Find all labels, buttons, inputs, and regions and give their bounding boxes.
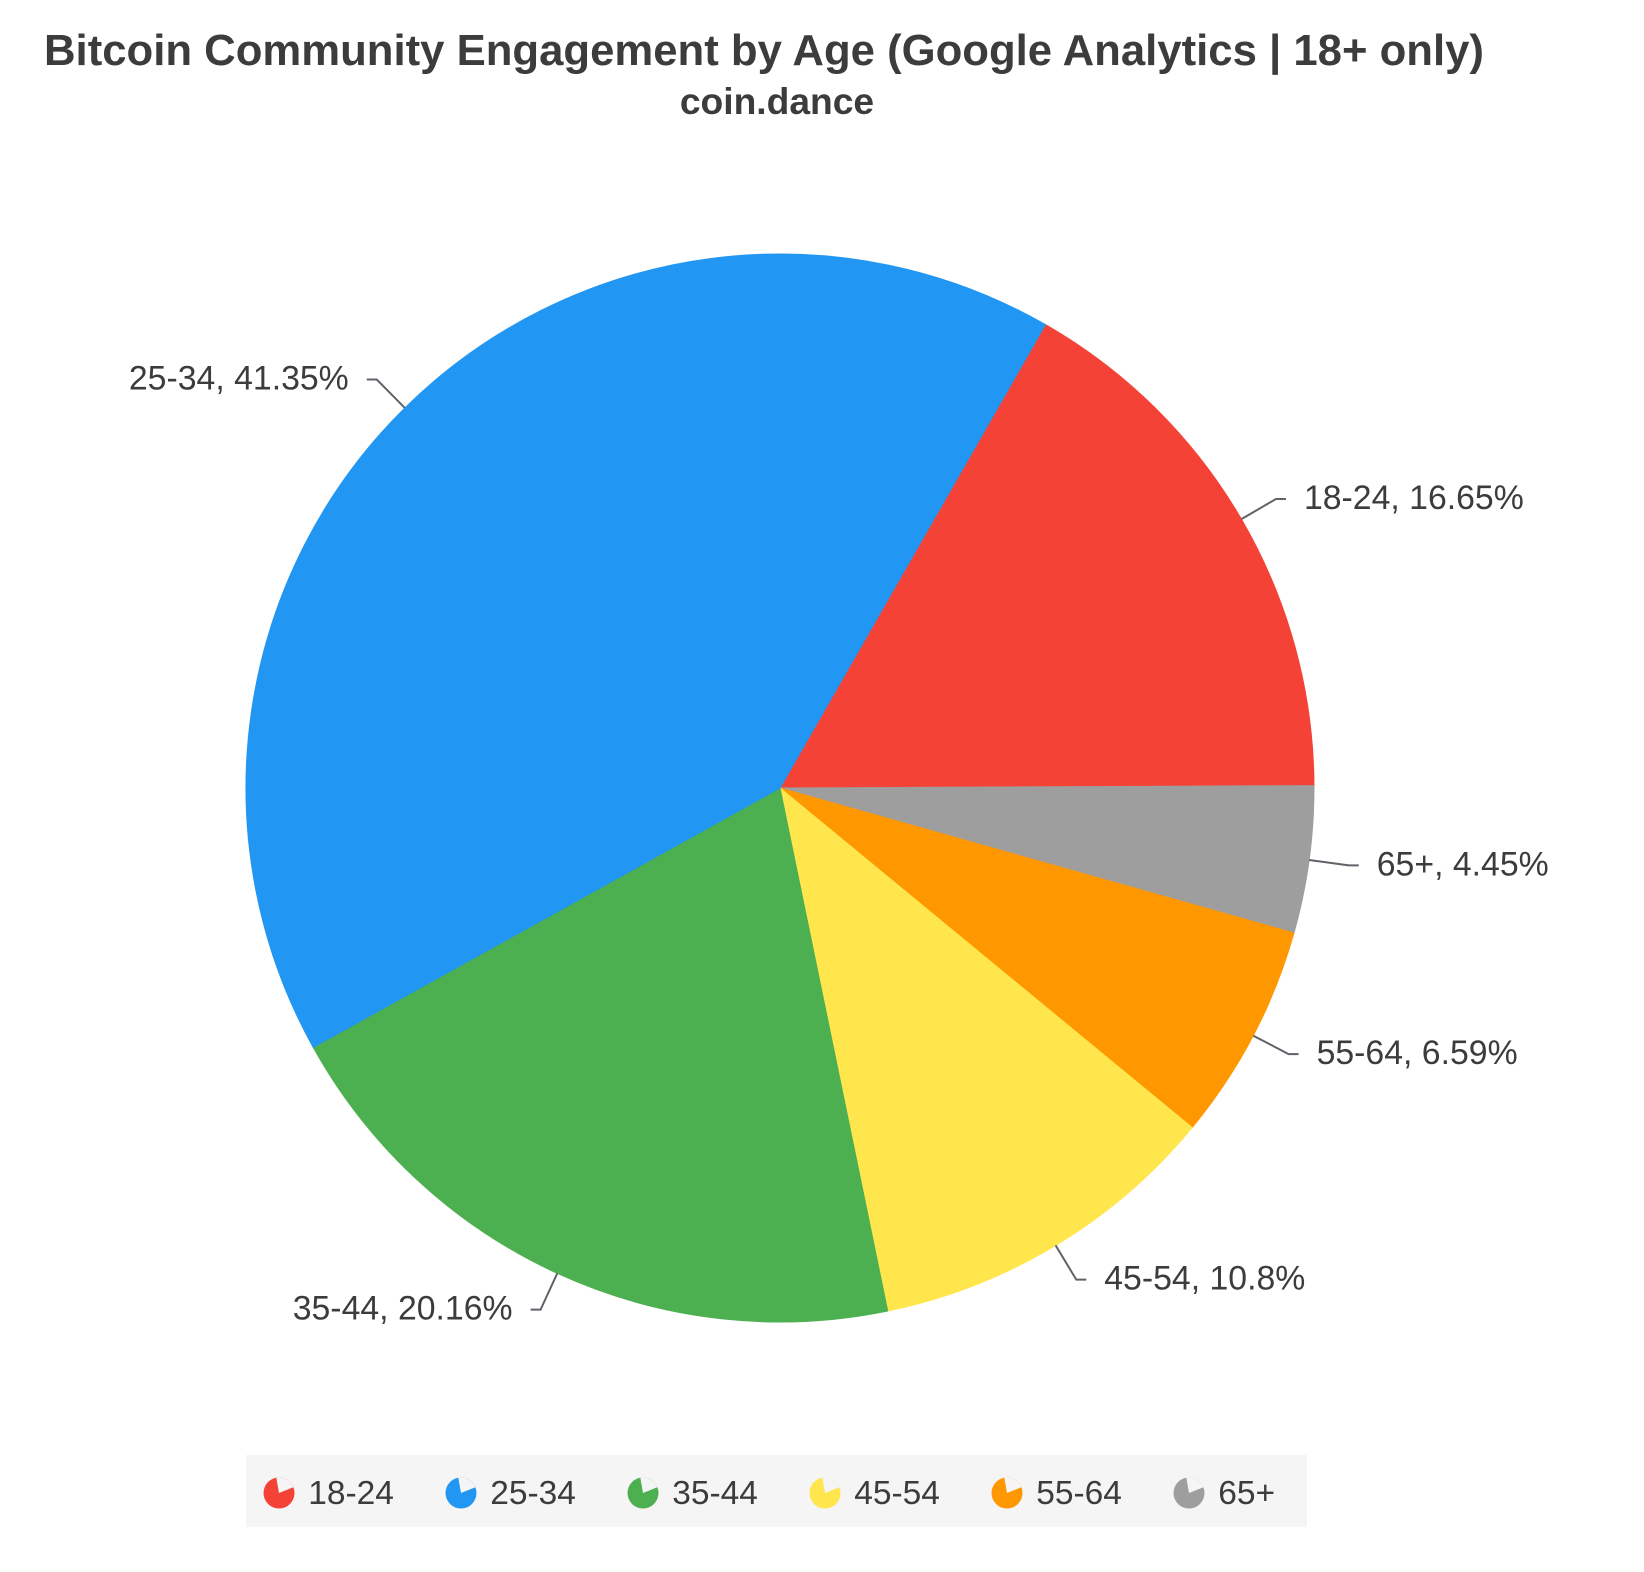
svg-text:65+: 65+ <box>1218 1475 1275 1512</box>
svg-text:45-54: 45-54 <box>854 1475 940 1512</box>
svg-text:65+, 4.45%: 65+, 4.45% <box>1377 845 1549 883</box>
svg-text:25-34: 25-34 <box>490 1475 576 1512</box>
svg-text:25-34, 41.35%: 25-34, 41.35% <box>129 360 349 398</box>
svg-text:45-54, 10.8%: 45-54, 10.8% <box>1104 1260 1305 1298</box>
svg-text:18-24, 16.65%: 18-24, 16.65% <box>1304 479 1524 517</box>
svg-text:55-64, 6.59%: 55-64, 6.59% <box>1317 1034 1518 1072</box>
svg-text:55-64: 55-64 <box>1036 1475 1122 1512</box>
svg-text:35-44: 35-44 <box>672 1475 758 1512</box>
svg-text:18-24: 18-24 <box>308 1475 394 1512</box>
svg-text:35-44, 20.16%: 35-44, 20.16% <box>293 1290 513 1328</box>
